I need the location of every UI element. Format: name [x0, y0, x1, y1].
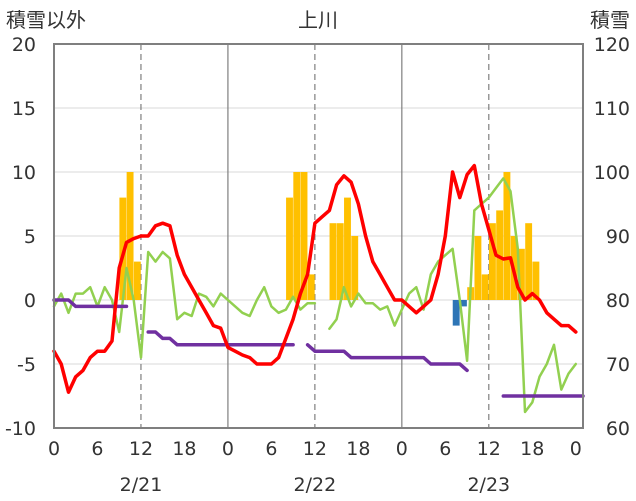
plot-frame: [53, 43, 584, 429]
y-tick-label-right: 80: [606, 290, 630, 312]
precip-bar: [307, 274, 315, 300]
y-tick-label-left: -5: [17, 354, 36, 376]
x-tick-label: 0: [48, 438, 60, 460]
precip-bar: [119, 197, 127, 300]
x-tick-label: 6: [439, 438, 451, 460]
date-label: 2/23: [467, 474, 510, 496]
right-axis-label: 積雪: [590, 8, 630, 32]
y-tick-label-left: 10: [12, 162, 36, 184]
y-tick-label-left: -10: [5, 418, 36, 440]
y-tick-label-right: 90: [606, 226, 630, 248]
y-tick-label-right: 110: [594, 98, 630, 120]
y-tick-label-left: 15: [12, 98, 36, 120]
x-tick-label: 0: [222, 438, 234, 460]
x-tick-label: 12: [129, 438, 153, 460]
y-tick-label-left: 5: [24, 226, 36, 248]
precip-bar: [351, 236, 359, 300]
precip-bar: [474, 236, 482, 300]
precip-bar: [481, 274, 489, 300]
line-series: [52, 163, 585, 414]
precip-bar: [286, 197, 293, 300]
purple-line: [305, 343, 469, 373]
x-tick-label: 12: [303, 438, 327, 460]
purple-line: [52, 298, 129, 309]
snow-depth-line: [328, 177, 578, 414]
temperature-line: [52, 163, 578, 394]
precip-bar: [336, 223, 344, 300]
purple-line: [146, 330, 295, 347]
chart-title: 上川: [298, 8, 338, 32]
left-axis-label: 積雪以外: [6, 8, 86, 32]
precip-bar: [503, 172, 511, 300]
precip-bar: [517, 248, 525, 300]
small-bar: [452, 300, 460, 326]
precip-bar: [488, 223, 496, 300]
y-tick-label-right: 100: [594, 162, 630, 184]
x-tick-label: 6: [265, 438, 277, 460]
precip-bar: [133, 261, 141, 300]
y-tick-label-left: 0: [24, 290, 36, 312]
precip-bar: [293, 172, 301, 300]
precip-bar: [126, 172, 134, 300]
precip-bar: [329, 223, 337, 300]
x-tick-label: 0: [570, 438, 582, 460]
x-tick-label: 18: [520, 438, 544, 460]
y-tick-label-right: 70: [606, 354, 630, 376]
x-tick-label: 6: [91, 438, 103, 460]
x-tick-label: 12: [477, 438, 501, 460]
y-tick-label-left: 20: [12, 34, 36, 56]
x-tick-label: 0: [396, 438, 408, 460]
y-tick-label-right: 120: [594, 34, 630, 56]
precip-bar: [532, 261, 540, 300]
x-tick-label: 18: [346, 438, 370, 460]
y-tick-label-right: 60: [606, 418, 630, 440]
small-bar: [459, 300, 467, 307]
date-label: 2/21: [120, 474, 163, 496]
bar-series: [119, 172, 540, 326]
date-label: 2/22: [294, 474, 337, 496]
precip-bar: [525, 223, 533, 300]
precip-bar: [344, 197, 351, 300]
precip-bar: [300, 172, 308, 300]
axes: [53, 43, 584, 429]
x-tick-label: 18: [172, 438, 196, 460]
